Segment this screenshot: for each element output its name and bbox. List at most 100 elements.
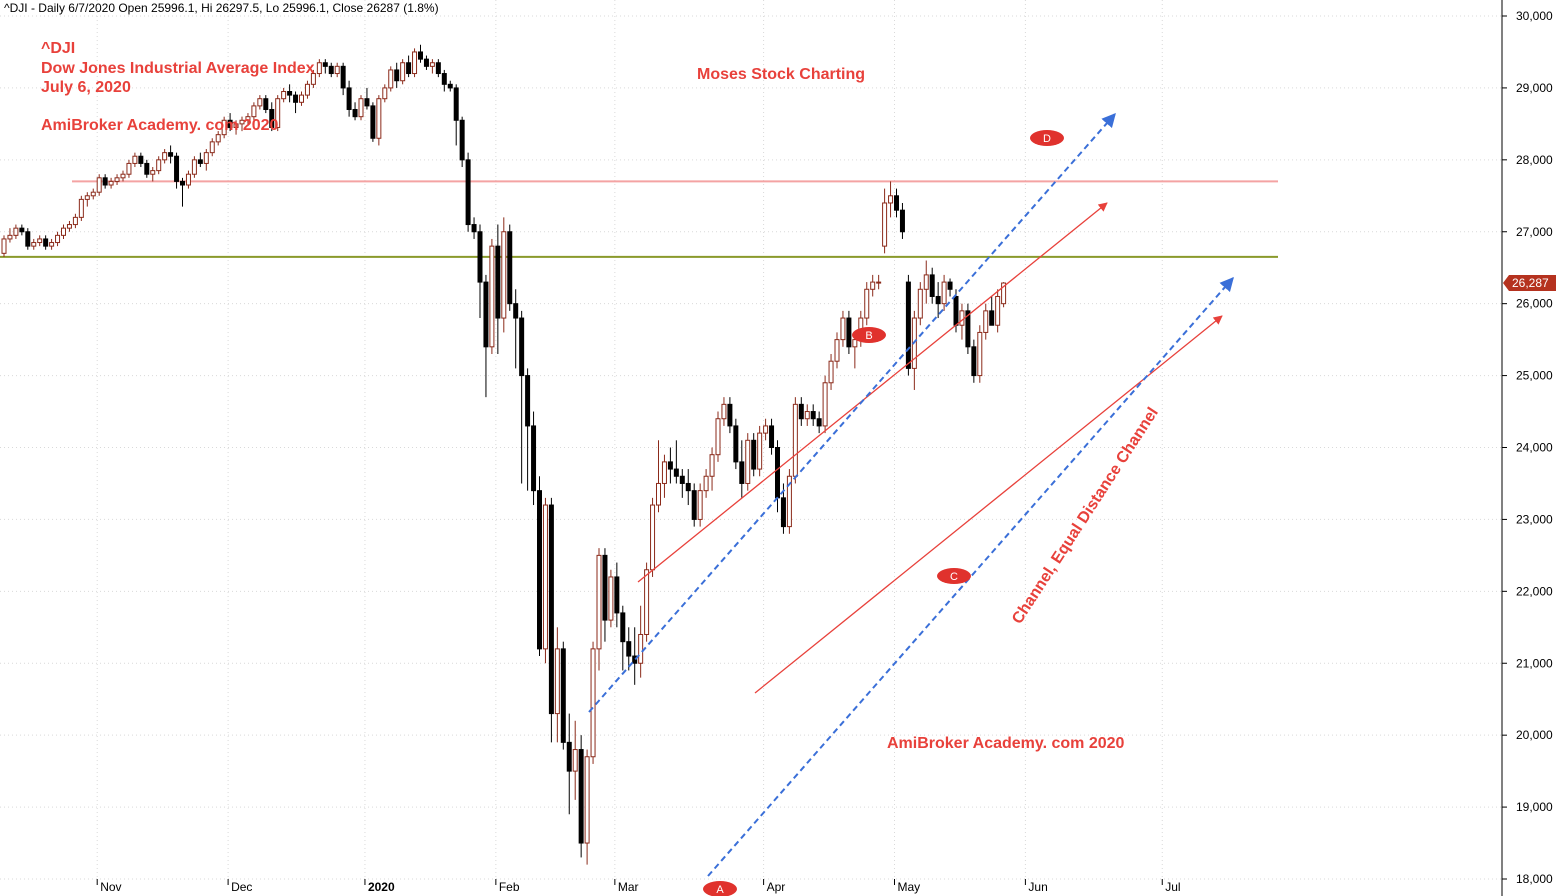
candle	[995, 289, 1001, 333]
candle	[656, 440, 661, 513]
candle	[328, 62, 334, 78]
candle	[911, 310, 917, 390]
candle	[620, 605, 626, 671]
candle	[661, 454, 667, 498]
candle	[138, 152, 144, 168]
y-tick-label: 30,000	[1516, 9, 1553, 23]
candle	[299, 91, 304, 106]
candle	[7, 228, 13, 243]
candle	[769, 418, 775, 455]
candle	[697, 483, 703, 527]
point-marker-d: D	[1030, 130, 1064, 146]
candle	[709, 447, 715, 491]
candle	[340, 62, 346, 96]
candle	[513, 289, 519, 369]
candle	[590, 641, 596, 764]
candle	[828, 354, 834, 390]
candle	[418, 44, 423, 63]
candle	[786, 469, 792, 534]
y-tick-label: 21,000	[1516, 656, 1553, 670]
candle	[816, 411, 822, 434]
x-tick-label: May	[898, 880, 921, 894]
candle	[531, 411, 537, 506]
y-tick-label: 19,000	[1516, 800, 1553, 814]
candle	[13, 224, 19, 239]
candle	[269, 102, 275, 132]
candle	[162, 149, 168, 164]
candle	[281, 87, 287, 103]
x-tick-label: Dec	[231, 880, 252, 894]
candle	[441, 69, 447, 92]
candle	[632, 627, 638, 685]
candle	[757, 425, 763, 477]
x-tick-label: Feb	[499, 880, 520, 894]
candle	[388, 66, 394, 92]
candle	[899, 202, 905, 239]
candle	[465, 152, 471, 232]
x-tick-label: Jul	[1165, 880, 1180, 894]
x-axis: Nov Dec 2020 Feb Mar Apr May Jun Jul	[96, 879, 1181, 894]
candle	[542, 497, 548, 664]
candle	[346, 80, 352, 117]
candle	[721, 397, 727, 426]
candle	[364, 87, 370, 110]
candle	[203, 149, 209, 171]
candle	[304, 80, 310, 99]
y-tick-label: 26,000	[1516, 297, 1553, 311]
candle	[608, 569, 614, 628]
candle	[810, 404, 816, 426]
candle	[846, 310, 852, 355]
candle	[37, 235, 43, 247]
candle	[739, 440, 745, 498]
candle	[876, 274, 882, 290]
candle	[673, 440, 679, 484]
candle	[376, 95, 382, 146]
candle	[929, 267, 935, 304]
candle	[989, 296, 995, 326]
candle	[822, 375, 828, 434]
candle	[150, 167, 156, 182]
candle	[61, 224, 66, 239]
candle	[185, 170, 191, 189]
x-tick-label: Apr	[767, 880, 786, 894]
y-tick-label: 20,000	[1516, 728, 1553, 742]
y-tick-label: 29,000	[1516, 81, 1553, 95]
candle	[894, 188, 899, 218]
candle	[614, 562, 620, 628]
candle	[102, 174, 108, 189]
x-tick-label: 2020	[368, 880, 395, 894]
candle	[78, 195, 84, 221]
candle	[435, 59, 441, 78]
candle	[572, 720, 578, 800]
candle	[947, 278, 953, 297]
candle	[965, 303, 971, 355]
candle	[477, 224, 483, 319]
y-tick-label: 25,000	[1516, 369, 1553, 383]
x-tick-label: Nov	[100, 880, 121, 894]
site-label-bottom: AmiBroker Academy. com 2020	[887, 735, 1125, 752]
candle	[453, 84, 459, 146]
horizontal-levels	[0, 180, 1278, 258]
y-tick-label: 18,000	[1516, 872, 1553, 886]
candle	[596, 548, 602, 671]
channel-upper-blue	[588, 112, 1116, 713]
candle	[180, 177, 185, 207]
candle	[55, 231, 61, 247]
candle	[31, 238, 37, 250]
site-label-top: AmiBroker Academy. com 2020	[41, 117, 279, 134]
date-label: July 6, 2020	[41, 79, 131, 96]
y-tick-label: 22,000	[1516, 584, 1553, 598]
candle	[251, 102, 257, 121]
candle	[733, 418, 739, 470]
candle	[221, 116, 227, 139]
candle	[84, 192, 90, 207]
last-price-tag: 26,287	[1503, 275, 1556, 292]
index-name-label: Dow Jones Industrial Average Index	[41, 60, 315, 77]
candle	[870, 274, 876, 297]
candle	[1, 235, 7, 257]
candle	[406, 55, 412, 78]
candle	[602, 548, 608, 642]
candle	[679, 469, 685, 498]
point-label-d: D	[1043, 133, 1051, 145]
candle	[905, 274, 911, 376]
